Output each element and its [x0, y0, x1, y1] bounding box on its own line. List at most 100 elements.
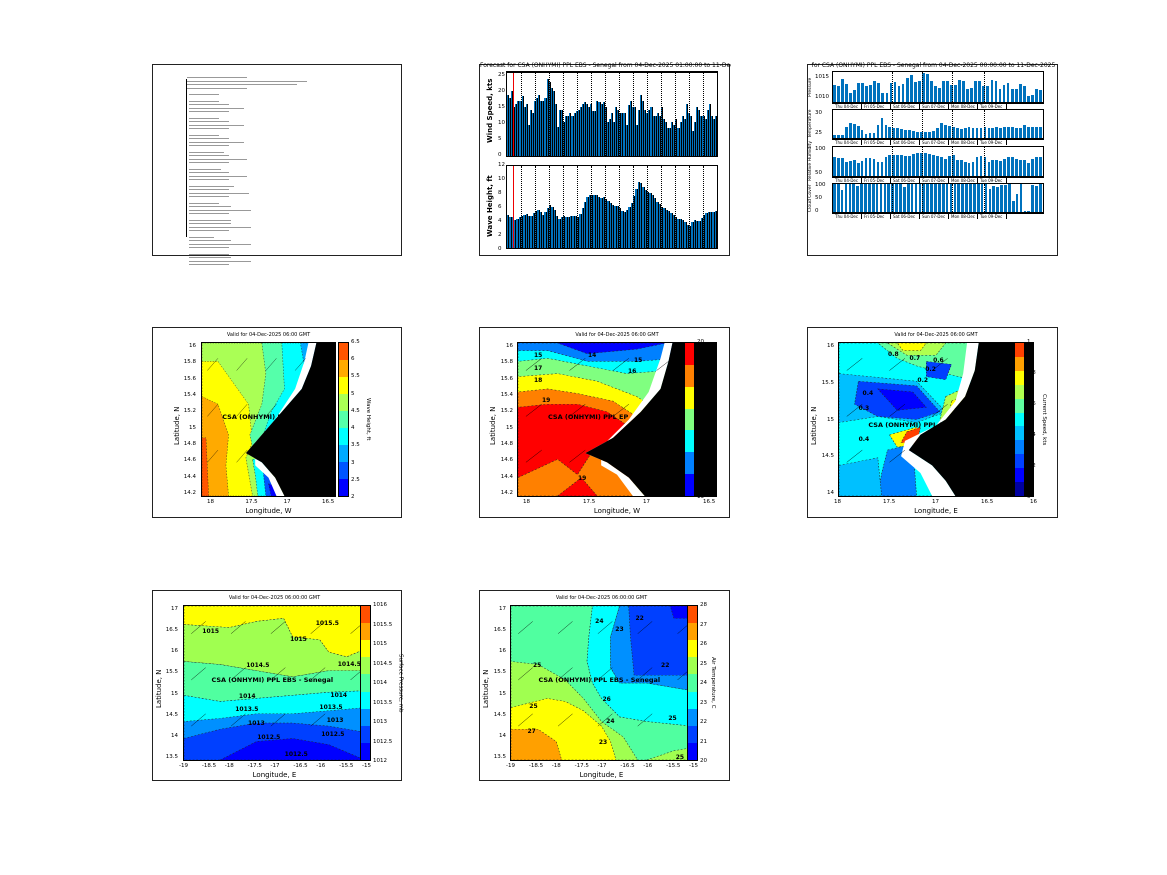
- day-divider: [922, 72, 924, 102]
- bar: [583, 102, 586, 156]
- y-tick-label: 25: [498, 72, 505, 78]
- bar: [1023, 125, 1026, 138]
- site-label: CSA (ONHYMI) PPL EP: [548, 412, 629, 421]
- bar: [679, 219, 682, 248]
- colorbar-segment: [361, 623, 370, 641]
- bar: [953, 184, 957, 212]
- bar: [869, 85, 873, 102]
- bar: [647, 191, 650, 248]
- bar: [1018, 84, 1022, 102]
- colorbar-segment: [339, 377, 348, 394]
- wind-vector-arrow: [207, 358, 219, 371]
- day-divider: [633, 166, 634, 248]
- bar: [934, 184, 937, 212]
- bar: [532, 213, 535, 248]
- colorbar-segment: [1015, 412, 1024, 427]
- bar: [1022, 85, 1026, 102]
- bar: [873, 81, 877, 102]
- y-tick-label: 13.5: [493, 754, 506, 760]
- y-tick-label: 15.2: [500, 408, 513, 415]
- wind-vector-arrow: [612, 404, 630, 417]
- bar: [509, 97, 512, 156]
- bar: [1015, 127, 1018, 138]
- colorbar-segment: [339, 360, 348, 377]
- bar: [669, 128, 672, 156]
- met-bars-panel: for CSA (ONHYMI) PPL EBS - Senegal from …: [807, 62, 1058, 256]
- day-label: Sat 06-Dec: [893, 214, 920, 219]
- y-tick-label: 15.8: [500, 359, 513, 366]
- day-divider: [563, 73, 564, 156]
- bar: [860, 160, 864, 176]
- bar: [880, 162, 884, 176]
- y-tick-label: 25: [815, 130, 822, 136]
- day-label: Tue 09-Dec: [980, 104, 1007, 109]
- day-divider: [951, 147, 953, 176]
- bar: [623, 112, 626, 156]
- pressure-chart: [832, 71, 1044, 103]
- colorbar-segment: [1015, 384, 1024, 399]
- contour-label: 25: [529, 702, 538, 710]
- bar: [640, 183, 643, 248]
- colorbar-tick-label: 17: [697, 405, 704, 412]
- bar: [992, 186, 996, 212]
- contour-map: CSA (ONHYMI) PPL EBS - Senegal 24 23 22 22 25…: [510, 605, 693, 761]
- report-text-line: [189, 107, 244, 109]
- x-tick-label: -15.5: [339, 763, 354, 769]
- y-tick-label: 17: [171, 606, 178, 612]
- y-tick-label: 10: [498, 176, 505, 182]
- day-divider: [563, 166, 564, 248]
- colorbar: [338, 342, 349, 497]
- report-text-line: [189, 117, 219, 119]
- contour-band: [557, 477, 598, 496]
- bar: [549, 204, 552, 248]
- day-divider: [892, 184, 894, 212]
- contour-map: CSA (ONHYMI) PPL E: [201, 342, 336, 497]
- x-tick-label: 16.5: [322, 499, 335, 505]
- bar: [973, 184, 976, 212]
- x-tick-label: 17: [283, 499, 291, 505]
- day-divider: [647, 73, 648, 156]
- bar: [892, 127, 896, 138]
- x-tick-label: -17.5: [574, 763, 589, 769]
- bar: [833, 156, 836, 176]
- bar: [848, 160, 852, 176]
- coastline-buffer: [585, 343, 673, 496]
- colorbar-tick-label: 15: [697, 449, 704, 456]
- day-label: Sat 06-Dec: [893, 104, 920, 109]
- land-mask: [908, 343, 1033, 496]
- contour-band: [628, 606, 692, 676]
- day-label: Mon 08-Dec: [951, 140, 978, 145]
- bar: [691, 222, 694, 248]
- wind-vector-arrow: [265, 358, 277, 371]
- bar: [840, 134, 844, 138]
- coastline-buffer: [245, 343, 317, 496]
- bar: [986, 85, 990, 102]
- contour-label: 1015: [290, 635, 307, 643]
- wind-vector-arrow: [656, 358, 673, 371]
- bar: [670, 213, 673, 248]
- contour-label: 0.8: [888, 350, 899, 358]
- bar: [525, 213, 528, 248]
- wind-vector-arrow: [230, 713, 246, 727]
- y-tick-label: 0: [498, 246, 502, 252]
- bar: [971, 161, 975, 176]
- x-tick-label: 17: [643, 499, 650, 505]
- bar: [644, 109, 647, 156]
- colorbar-segment: [339, 343, 348, 360]
- colorbar-tick-label: 16: [697, 427, 704, 434]
- bar: [544, 97, 547, 156]
- day-divider: [577, 166, 578, 248]
- bar: [700, 217, 703, 248]
- bar: [511, 91, 514, 156]
- bar: [887, 184, 891, 212]
- bar: [1035, 156, 1038, 176]
- bar: [602, 196, 605, 248]
- y-tick-label: 16: [827, 343, 834, 349]
- report-text-line: [187, 84, 297, 85]
- y-tick-label: 4: [498, 218, 502, 224]
- bar: [912, 153, 915, 176]
- bar: [626, 209, 629, 248]
- bar: [833, 184, 836, 212]
- colorbar-tick-label: 5: [351, 390, 355, 397]
- bar: [546, 79, 549, 156]
